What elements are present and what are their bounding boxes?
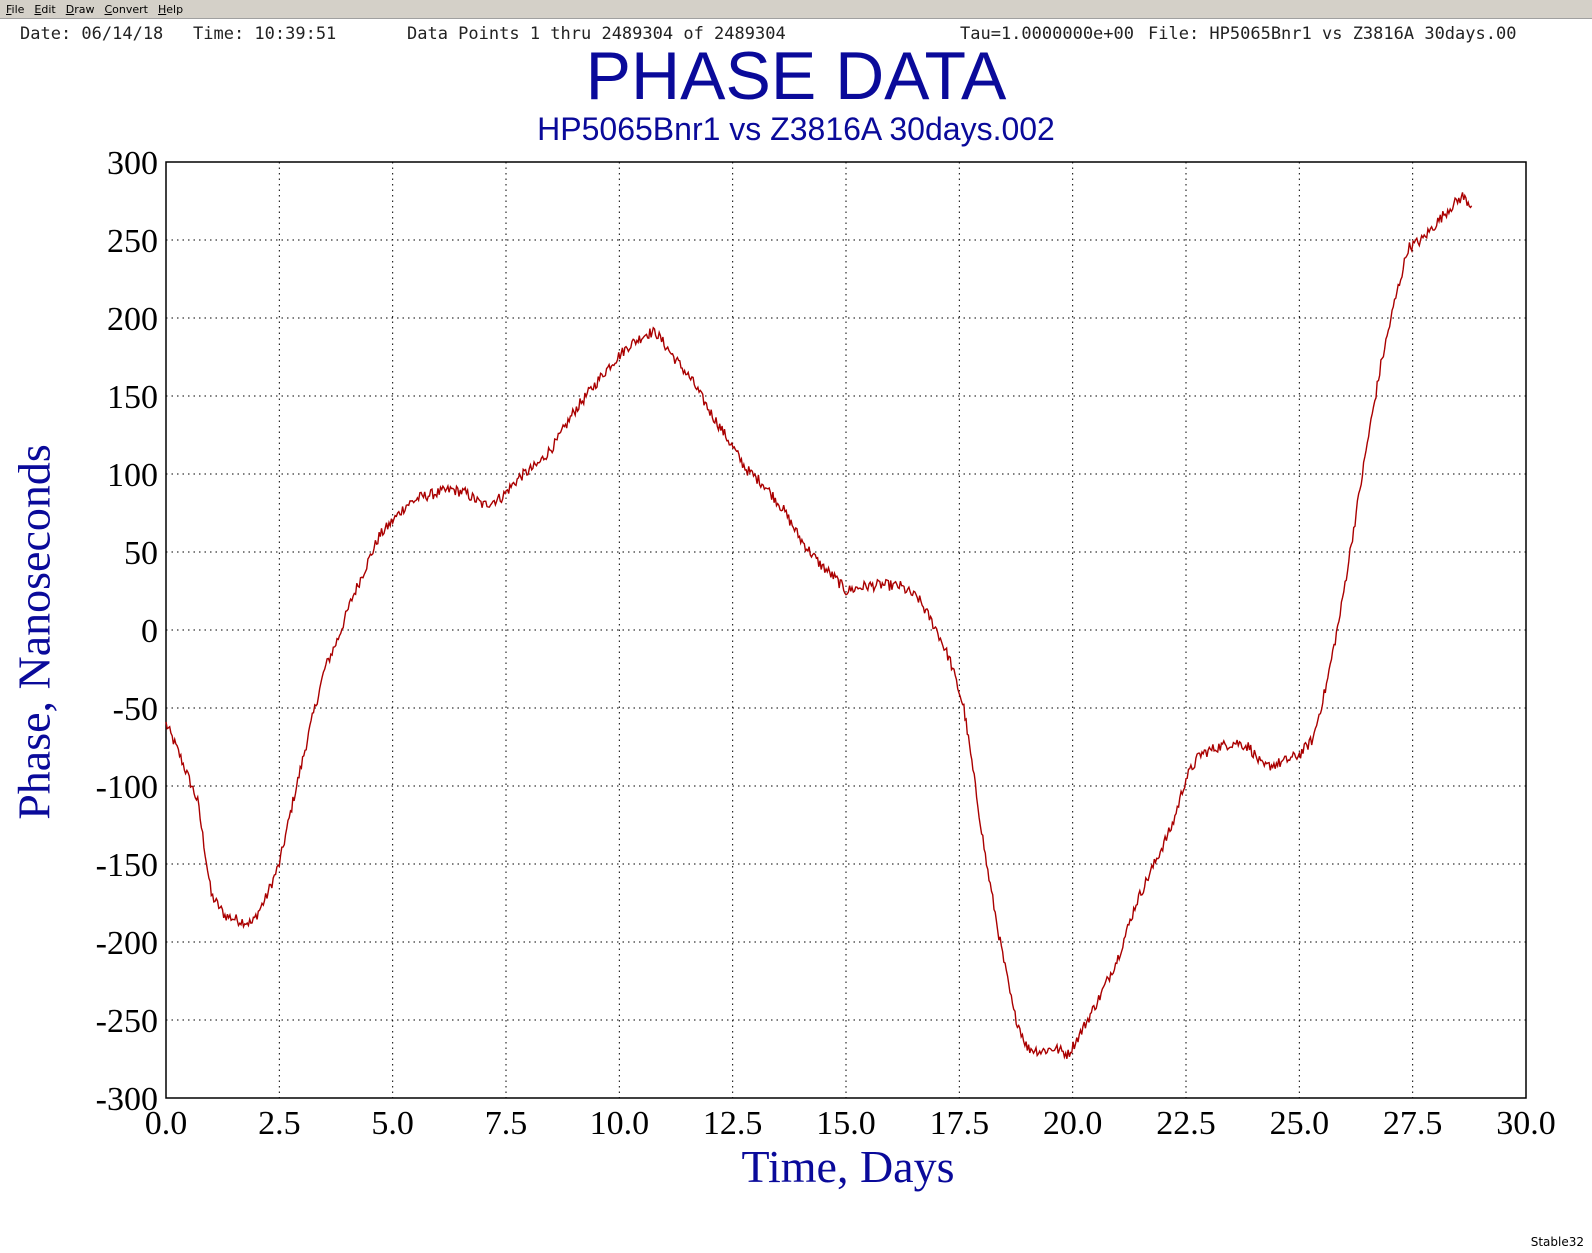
x-tick-label: 25.0: [1270, 1105, 1330, 1142]
y-tick-label: 250: [107, 223, 158, 260]
x-tick-label: 30.0: [1496, 1105, 1556, 1142]
tau-readout: Tau=1.0000000e+00: [960, 24, 1134, 44]
x-tick-label: 2.5: [258, 1105, 301, 1142]
x-tick-label: 15.0: [816, 1105, 876, 1142]
x-tick-label: 22.5: [1156, 1105, 1216, 1142]
menu-draw[interactable]: Draw: [65, 2, 95, 16]
x-tick-label: 7.5: [485, 1105, 528, 1142]
y-tick-label: 300: [107, 145, 158, 182]
x-tick-label: 12.5: [703, 1105, 763, 1142]
file-readout: File: HP5065Bnr1 vs Z3816A 30days.00: [1148, 24, 1517, 44]
menu-edit[interactable]: Edit: [34, 2, 56, 16]
x-tick-label: 27.5: [1383, 1105, 1443, 1142]
phase-series-line: [165, 192, 1473, 1060]
plot-frame: [165, 161, 1527, 1099]
menu-help[interactable]: Help: [158, 2, 184, 16]
info-header: Date: 06/14/18 Time: 10:39:51 Data Point…: [0, 24, 1592, 46]
y-axis-ticks: 300 250 200 150 100 50 0 -50 -100 -150 -200 -250 -30…: [96, 145, 158, 1118]
y-tick-label: 150: [107, 379, 158, 416]
y-tick-label: -200: [96, 925, 158, 962]
y-tick-label: -50: [113, 691, 158, 728]
chart-subtitle: HP5065Bnr1 vs Z3816A 30days.002: [537, 111, 1055, 147]
chart-title: PHASE DATA: [585, 38, 1007, 114]
y-tick-label: -150: [96, 847, 158, 884]
time-readout: Time: 10:39:51: [193, 24, 337, 44]
x-tick-label: 0.0: [145, 1105, 188, 1142]
date-readout: Date: 06/14/18: [20, 24, 164, 44]
y-axis-label: Phase, Nanoseconds: [8, 444, 60, 820]
data-points-readout: Data Points 1 thru 2489304 of 2489304: [407, 24, 786, 44]
x-tick-label: 10.0: [590, 1105, 650, 1142]
x-tick-label: 5.0: [371, 1105, 414, 1142]
app-name: Stable32: [1530, 1235, 1584, 1249]
y-tick-label: 200: [107, 301, 158, 338]
y-tick-label: -300: [96, 1081, 158, 1118]
grid-lines: [166, 162, 1526, 1098]
y-tick-label: 50: [124, 535, 158, 572]
menu-bar: File Edit Draw Convert Help: [0, 0, 1592, 19]
y-tick-label: 0: [141, 613, 158, 650]
x-tick-label: 17.5: [930, 1105, 990, 1142]
x-axis-label: Time, Days: [741, 1141, 955, 1192]
y-tick-label: 100: [107, 457, 158, 494]
menu-convert[interactable]: Convert: [104, 2, 148, 16]
x-axis-ticks: 0.0 2.5 5.0 7.5 10.0 12.5 15.0 17.5 20.0 22.5 25.0…: [145, 1105, 1556, 1142]
menu-file[interactable]: File: [6, 2, 25, 16]
x-tick-label: 20.0: [1043, 1105, 1103, 1142]
y-tick-label: -100: [96, 769, 158, 806]
y-tick-label: -250: [96, 1003, 158, 1040]
